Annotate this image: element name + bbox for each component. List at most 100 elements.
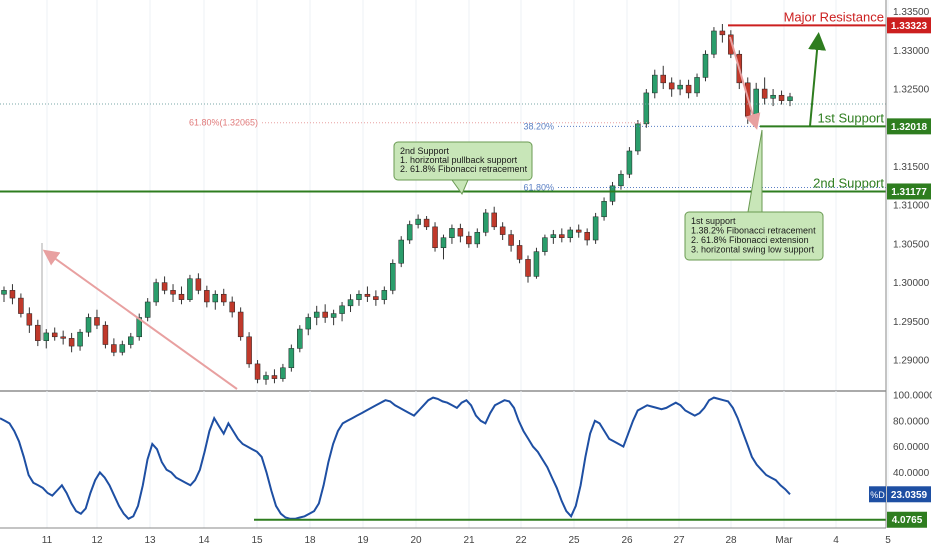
fib-left-label: 61.80%(1.32065) xyxy=(189,118,258,128)
candle-body xyxy=(406,224,413,241)
candle-body xyxy=(212,293,219,303)
candle-body xyxy=(229,301,235,313)
candle-body xyxy=(761,88,768,99)
candle-body xyxy=(254,363,261,380)
oscillator-tick-label: 40.0000 xyxy=(893,468,930,479)
first_support-price-tag-text: 1.32018 xyxy=(891,122,928,133)
time-tick-label: 25 xyxy=(568,535,580,546)
candle-body xyxy=(220,293,227,303)
oscillator-gridlines xyxy=(46,391,889,528)
candle-body xyxy=(339,305,345,314)
candle-body xyxy=(347,299,354,307)
candle-body xyxy=(153,282,159,303)
candle-body xyxy=(626,150,633,175)
major_resistance-price-tag xyxy=(887,17,931,34)
oscillator-line xyxy=(0,396,791,521)
candle-body xyxy=(322,311,328,318)
fib-382-label: 38.20% xyxy=(523,121,554,131)
candle-body xyxy=(491,212,497,228)
candle-body xyxy=(457,228,464,237)
candle-body xyxy=(280,367,286,379)
candle-body xyxy=(187,278,193,300)
candle-body xyxy=(449,228,455,238)
candle-body xyxy=(85,317,92,333)
time-tick-label: 12 xyxy=(91,535,103,546)
candle-body xyxy=(51,332,58,338)
candle-body xyxy=(373,296,379,300)
candle-body xyxy=(652,74,658,94)
time-tick-label: 18 xyxy=(304,535,316,546)
time-tick-label: 5 xyxy=(885,535,891,546)
candle-body xyxy=(728,34,734,55)
oscillator-name-text: %D xyxy=(870,490,885,500)
candle-body xyxy=(685,84,692,94)
candle-body xyxy=(660,74,666,84)
second_support-label: 2nd Support xyxy=(813,175,884,190)
candle-body xyxy=(161,282,168,291)
first-support-note-line: 3. horizontal swing low support xyxy=(691,245,815,255)
candle-body xyxy=(499,226,506,235)
candle-body xyxy=(432,226,438,249)
oscillator-panel xyxy=(0,391,889,528)
candle-body xyxy=(136,317,142,338)
candle-body xyxy=(601,201,607,218)
time-tick-label: 26 xyxy=(621,535,633,546)
time-tick-label: Mar xyxy=(775,535,793,546)
candle-body xyxy=(18,297,24,314)
candle-body xyxy=(128,336,134,345)
time-tick-label: 19 xyxy=(357,535,369,546)
price-tick-label: 1.29000 xyxy=(893,356,930,367)
second-support-note-line: 2. 61.8% Fibonacci retracement xyxy=(400,164,528,174)
candle-body xyxy=(195,278,202,291)
candle-body xyxy=(694,77,700,94)
candle-body xyxy=(542,237,548,252)
candlestick-series xyxy=(1,24,793,385)
candle-body xyxy=(635,123,641,152)
candle-body xyxy=(508,234,514,246)
candle-body xyxy=(398,239,404,264)
first-support-note-line: 2. 61.8% Fibonacci extension xyxy=(691,235,809,245)
fib-618-label: 61.80% xyxy=(523,182,554,192)
time-axis[interactable]: 11 12 13 14 15 18 19 20 21 22 25 26 27 28 Mar 4 5 xyxy=(0,527,891,546)
time-tick-label: 22 xyxy=(515,535,527,546)
candle-body xyxy=(119,344,126,353)
candle-body xyxy=(381,290,388,300)
candle-body xyxy=(440,237,447,249)
first_support-price-tag xyxy=(887,118,931,135)
time-tick-label: 13 xyxy=(144,535,156,546)
candle-body xyxy=(533,251,540,277)
candle-body xyxy=(584,232,590,241)
candle-body xyxy=(237,311,244,338)
time-tick-label: 15 xyxy=(251,535,263,546)
time-tick-label: 21 xyxy=(463,535,475,546)
price-axis[interactable]: 1.335001.330001.325001.320001.315001.310… xyxy=(869,0,932,528)
candle-body xyxy=(466,235,472,245)
candle-body xyxy=(770,94,776,99)
candle-body xyxy=(423,218,430,228)
first-support-note-pointer xyxy=(747,129,763,213)
price-tick-label: 1.30500 xyxy=(893,239,930,250)
price-tick-label: 1.29500 xyxy=(893,317,930,328)
candle-body xyxy=(263,375,269,380)
price-tick-label: 1.31000 xyxy=(893,201,930,212)
oscillator-value-tag xyxy=(887,486,931,503)
candle-body xyxy=(643,92,650,125)
first-support-note-line: 1.38.2% Fibonacci retracement xyxy=(691,226,816,236)
candle-body xyxy=(550,234,557,238)
candle-body xyxy=(271,375,278,379)
candle-body xyxy=(592,216,599,241)
candle-body xyxy=(26,313,33,326)
candle-body xyxy=(1,290,7,295)
candle-body xyxy=(102,324,109,345)
pink-trend-arrow-right xyxy=(729,36,761,130)
oscillator-tick-label: 100.0000 xyxy=(893,391,932,402)
level-lines: 61.80%(1.32065) 38.20% 61.80% Major Resista… xyxy=(0,9,886,193)
price-tick-label: 1.33500 xyxy=(893,7,930,18)
candle-body xyxy=(246,336,252,365)
candle-body xyxy=(778,94,785,101)
first-support-note-line: 1st support xyxy=(691,216,736,226)
time-tick-label: 4 xyxy=(833,535,839,546)
candle-body xyxy=(178,293,185,300)
candle-body xyxy=(390,262,396,291)
